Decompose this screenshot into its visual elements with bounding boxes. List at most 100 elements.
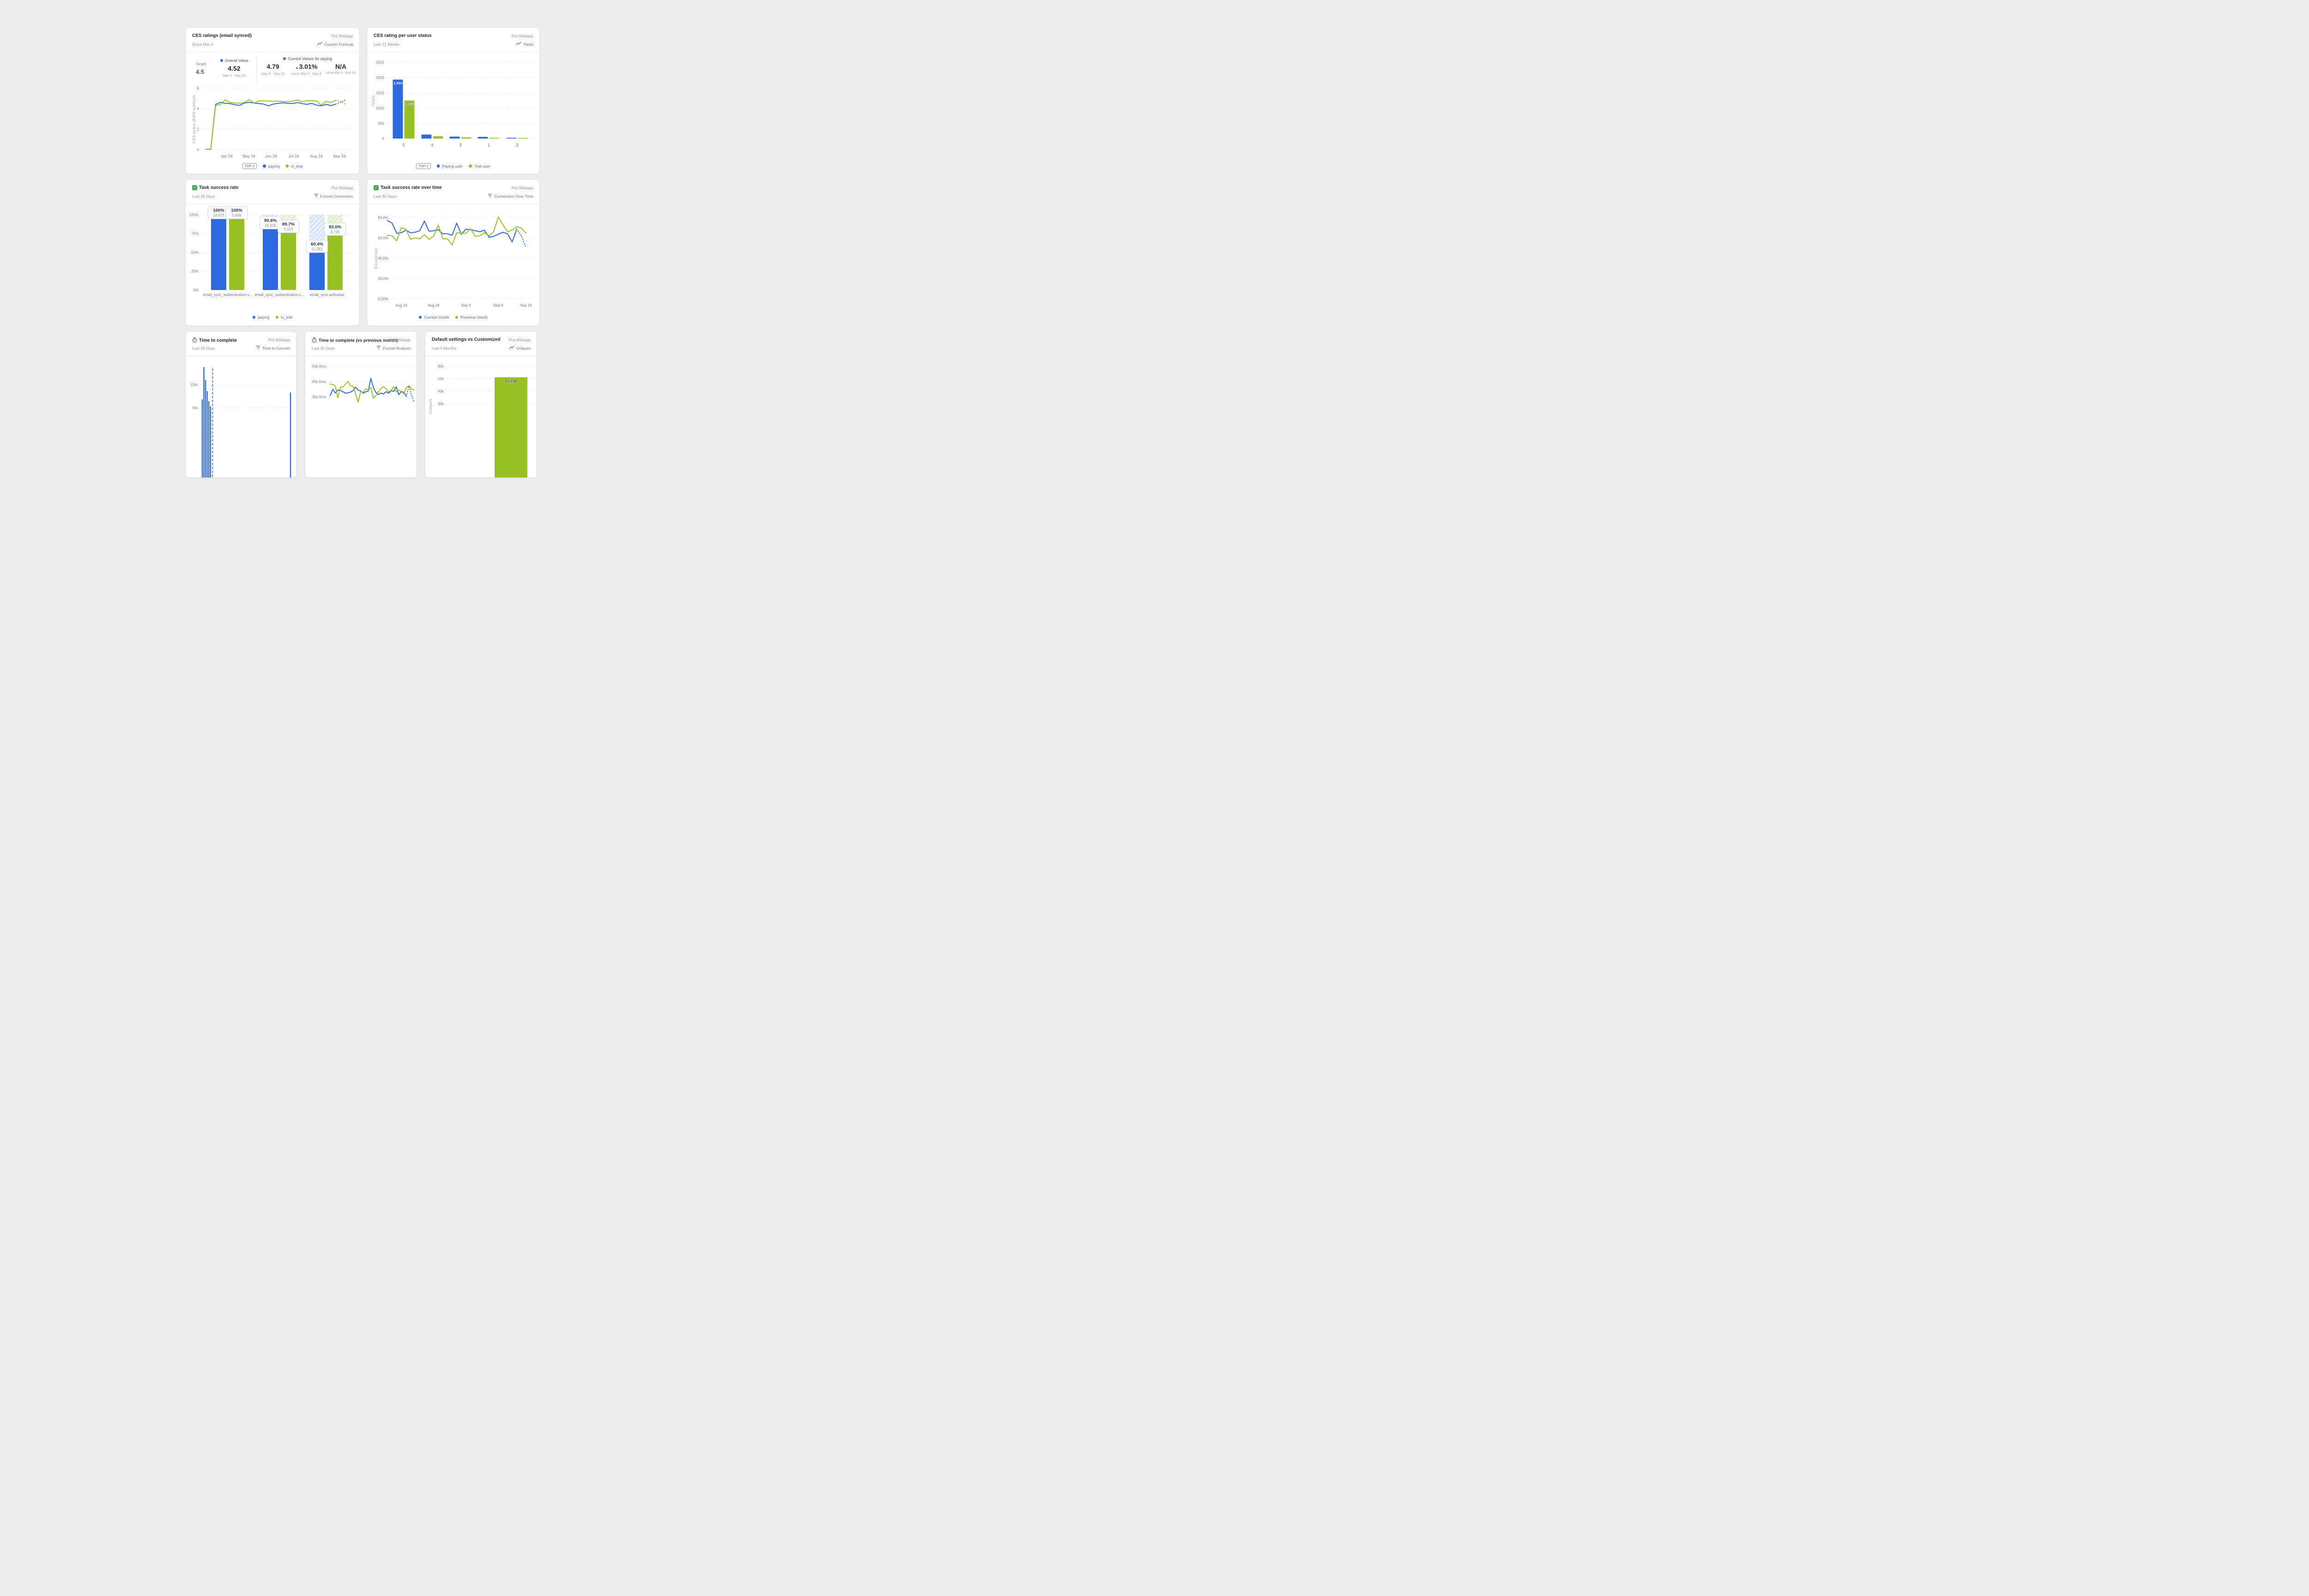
- legend-item-paying[interactable]: paying: [263, 164, 280, 169]
- project-label: Prd Webapp: [508, 338, 531, 342]
- card-time-vs-prev[interactable]: Time to complete (vs previous month) Las…: [305, 331, 417, 478]
- svg-text:email_sync_authentication.s...: email_sync_authentication.s...: [203, 293, 252, 297]
- svg-text:0.00%: 0.00%: [378, 297, 388, 301]
- card-date-range: Since Mar 4: [192, 42, 213, 47]
- svg-text:1,249: 1,249: [405, 102, 414, 106]
- svg-text:51,158: 51,158: [505, 379, 517, 383]
- legend-item-paying-user[interactable]: Paying user: [436, 164, 463, 169]
- project-label: Prd Webapp: [511, 34, 533, 38]
- ces-per-status-bar-chart[interactable]: 0 500 1000 1500 2000 2500 Totals 5 4 3 1 2 1,934 1,24…: [367, 28, 539, 174]
- top2-badge[interactable]: TOP 2: [416, 163, 431, 169]
- task-success-funnel-chart[interactable]: 0%25%50%75%100%100%18,67590.6%16,92660.4…: [186, 180, 359, 326]
- svg-text:100%: 100%: [231, 208, 242, 213]
- series-dot-green: [275, 315, 278, 319]
- svg-text:Sep 2: Sep 2: [461, 303, 471, 308]
- series-dot-blue: [283, 57, 286, 60]
- overall-value-stat: Overall Value 4.52 Mar 4 - Sep 22: [213, 58, 255, 78]
- svg-text:89.7%: 89.7%: [282, 222, 295, 227]
- svg-text:Jun '24: Jun '24: [265, 154, 277, 158]
- series-dot-blue: [263, 164, 266, 168]
- svg-text:25%: 25%: [191, 269, 199, 273]
- card-title: Time to complete (vs previous month): [312, 337, 398, 344]
- svg-text:40.0%: 40.0%: [378, 256, 388, 260]
- card-title: Default settings vs Customized: [432, 337, 501, 342]
- svg-text:50s 0ms: 50s 0ms: [312, 364, 326, 369]
- target-stat: Target 4.5: [196, 62, 206, 75]
- svg-text:40s 0ms: 40s 0ms: [312, 380, 326, 384]
- svg-text:60.0%: 60.0%: [378, 236, 388, 240]
- svg-text:5,696: 5,696: [232, 213, 242, 218]
- legend-item-paying[interactable]: paying: [252, 315, 270, 320]
- legend-item-trial-user[interactable]: Trial user: [469, 164, 490, 169]
- card-ces-ratings[interactable]: CES ratings (email synced) Since Mar 4 P…: [185, 27, 360, 174]
- card-time-to-complete[interactable]: Time to complete Last 30 Days Prd Webapp…: [185, 331, 296, 478]
- current-values-stat: Current Values for paying 4.79 Sep 9 - S…: [258, 56, 357, 76]
- view-type[interactable]: Time to Convert: [256, 345, 290, 351]
- project-label: Prd Webapp: [511, 186, 533, 190]
- svg-text:email_sync_authentication.c...: email_sync_authentication.c...: [254, 293, 304, 297]
- card-default-vs-custom[interactable]: Default settings vs Customized Last 6 Mo…: [425, 331, 537, 478]
- svg-text:4: 4: [431, 143, 433, 147]
- svg-text:50k: 50k: [438, 377, 444, 381]
- card-task-over-time[interactable]: ✓ Task success rate over time Last 30 Da…: [367, 179, 540, 326]
- time-to-complete-histogram[interactable]: 5% 10%: [186, 332, 296, 478]
- funnel-icon: [256, 345, 260, 351]
- divider: [256, 56, 257, 82]
- card-task-success[interactable]: ✓ Task success rate Last 30 Days Prd Web…: [185, 179, 360, 326]
- view-type[interactable]: Funnel Analysis: [376, 345, 411, 351]
- funnel-icon: [376, 345, 381, 351]
- stopwatch-icon: [312, 337, 317, 344]
- series-dot-blue: [252, 315, 256, 319]
- svg-text:20.0%: 20.0%: [378, 277, 388, 281]
- na-value: N/A since Mar 4 - Mar 10: [326, 63, 356, 75]
- top2-badge[interactable]: TOP 2: [242, 163, 257, 169]
- svg-text:100%: 100%: [189, 213, 199, 217]
- svg-text:4,726: 4,726: [330, 230, 340, 234]
- svg-text:0: 0: [382, 137, 385, 141]
- legend-item-current-month[interactable]: Current month: [418, 315, 449, 320]
- card-ces-per-status[interactable]: CES rating per user status Last 12 Weeks…: [367, 27, 540, 174]
- card-date-range: Last 12 Weeks: [374, 42, 400, 47]
- legend-item-in-trial[interactable]: in_trial: [275, 315, 292, 320]
- check-mark-icon: ✓: [374, 185, 379, 190]
- card-date-range: Last 30 Days: [192, 194, 215, 199]
- svg-text:5: 5: [402, 143, 405, 147]
- svg-text:Sep '24: Sep '24: [333, 154, 346, 158]
- svg-text:1,934: 1,934: [393, 81, 403, 85]
- svg-text:email_sync.activated: email_sync.activated: [310, 293, 344, 297]
- time-vs-prev-line-chart[interactable]: 30s 0ms 40s 0ms 50s 0ms: [305, 332, 417, 478]
- view-type[interactable]: Custom Formula: [317, 42, 353, 47]
- card-title: Time to complete: [192, 337, 237, 344]
- legend-item-previous-month[interactable]: Previous month: [455, 315, 488, 320]
- card-date-range: Last 6 Months: [432, 346, 457, 351]
- card-title: ✓ Task success rate over time: [374, 185, 442, 190]
- svg-text:40k: 40k: [438, 389, 444, 393]
- svg-text:18,675: 18,675: [213, 213, 224, 218]
- task-over-time-line-chart[interactable]: 0.00% 20.0% 40.0% 60.0% 80.0% Conversion Aug 1…: [367, 180, 539, 326]
- legend-item-in-trial[interactable]: in_trial: [285, 164, 302, 169]
- svg-text:60k: 60k: [438, 364, 444, 369]
- line-chart-icon: [516, 42, 521, 47]
- svg-text:1: 1: [487, 143, 490, 147]
- card-date-range: Last 30 Days: [192, 346, 215, 351]
- chart-legend: Current month Previous month: [367, 315, 539, 320]
- svg-text:90.6%: 90.6%: [264, 218, 277, 224]
- line-chart-icon: [317, 42, 323, 47]
- svg-text:Jul '24: Jul '24: [289, 154, 299, 158]
- svg-text:May '24: May '24: [242, 154, 255, 158]
- series-dot-green: [455, 315, 459, 319]
- project-label: Prd Webapp: [331, 186, 353, 190]
- svg-text:Apr '24: Apr '24: [221, 154, 233, 158]
- current-value: 4.79 Sep 9 - Sep 15: [261, 63, 285, 76]
- card-title: CES rating per user status: [374, 33, 432, 38]
- view-type[interactable]: Uniques: [509, 345, 531, 351]
- view-type[interactable]: Conversion Over Time: [488, 193, 533, 199]
- svg-text:2: 2: [197, 127, 199, 131]
- series-dot-blue: [418, 315, 422, 319]
- view-type[interactable]: Totals: [516, 42, 533, 47]
- card-title: CES ratings (email synced): [192, 33, 252, 38]
- default-vs-custom-bar-chart[interactable]: 30k 40k 50k 60k Uniques 51,158: [425, 332, 537, 478]
- view-type[interactable]: Funnel Conversion: [314, 193, 353, 199]
- svg-text:30k: 30k: [438, 402, 444, 406]
